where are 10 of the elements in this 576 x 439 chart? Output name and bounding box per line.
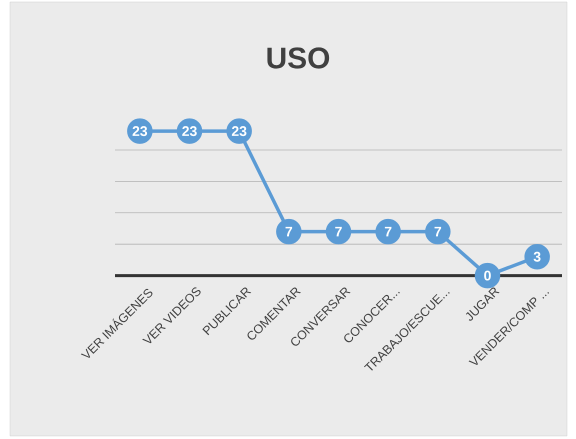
- data-label: 23: [132, 126, 148, 136]
- data-label: 7: [384, 226, 392, 236]
- data-label: 7: [335, 226, 342, 236]
- data-label: 23: [232, 126, 246, 136]
- data-label: 3: [534, 252, 541, 262]
- chart-title: USO: [267, 47, 330, 69]
- data-label: 0: [484, 270, 491, 281]
- data-label: 23: [182, 126, 197, 136]
- data-label: 7: [286, 226, 292, 236]
- data-label: 7: [434, 226, 442, 236]
